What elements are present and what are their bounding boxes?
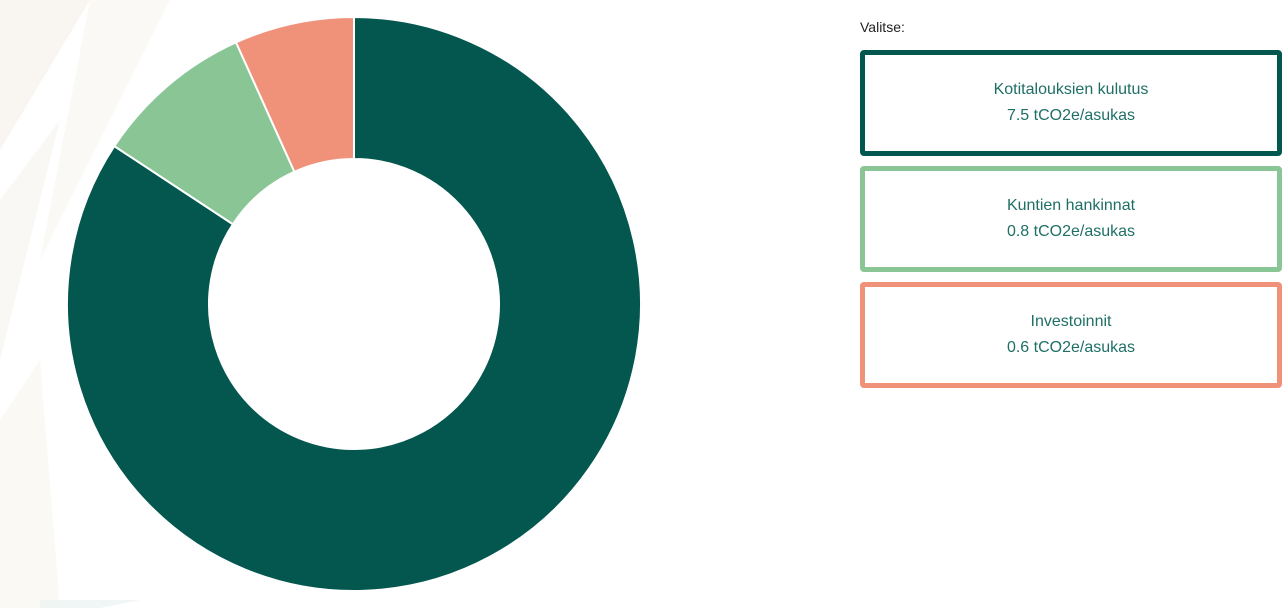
picker-label: Valitse: [860,19,905,35]
donut-chart [66,15,642,592]
donut-slice-kotitalouksien-kulutus[interactable] [66,15,642,592]
category-picker: Valitse: Kotitalouksien kulutus 7.5 tCO2… [860,18,1284,398]
choice-value: 0.8 tCO2e/asukas [1006,223,1136,240]
choice-name: Kotitalouksien kulutus [993,81,1149,98]
donut-chart-svg [66,15,642,592]
choice-kuntien-hankinnat[interactable]: Kuntien hankinnat 0.8 tCO2e/asukas [860,166,1282,272]
choice-investoinnit[interactable]: Investoinnit 0.6 tCO2e/asukas [860,282,1282,388]
donut-slice-investoinnit[interactable] [234,15,355,174]
choice-value: 7.5 tCO2e/asukas [1006,107,1136,124]
choice-name: Investoinnit [1030,313,1112,330]
choice-name: Kuntien hankinnat [1006,197,1136,214]
choice-value: 0.6 tCO2e/asukas [1006,339,1136,356]
choice-kotitalouksien-kulutus[interactable]: Kotitalouksien kulutus 7.5 tCO2e/asukas [860,50,1282,156]
